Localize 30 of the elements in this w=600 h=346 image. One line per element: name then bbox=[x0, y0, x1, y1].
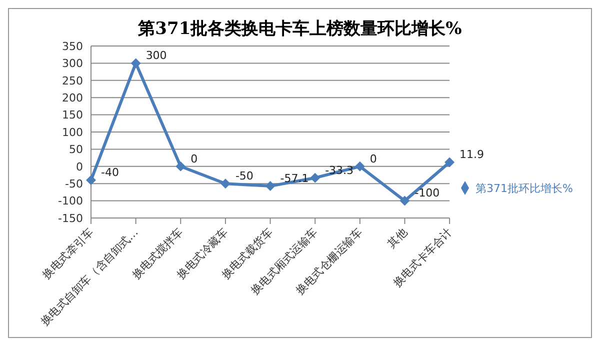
y-tick-label: -150 bbox=[58, 212, 83, 225]
data-label: 11.9 bbox=[460, 148, 484, 162]
data-label: 0 bbox=[190, 152, 198, 166]
point bbox=[310, 172, 320, 183]
data-label: 300 bbox=[146, 49, 167, 62]
point bbox=[400, 196, 410, 206]
point bbox=[130, 58, 141, 68]
y-tick-label: 50 bbox=[69, 143, 83, 156]
point bbox=[86, 175, 96, 186]
y-tick-label: 0 bbox=[76, 160, 83, 174]
y-tick-label: -50 bbox=[65, 178, 83, 191]
data-label: 0 bbox=[370, 152, 377, 166]
y-tick-label: 200 bbox=[62, 92, 83, 105]
point bbox=[176, 161, 186, 172]
chart-title: 第371批各类换电卡车上榜数量环比增长% bbox=[137, 18, 463, 40]
x-tick-label: 其他 bbox=[384, 226, 410, 251]
y-tick-label: 250 bbox=[62, 74, 83, 88]
point bbox=[444, 157, 455, 168]
legend-label: 第371批环比增长% bbox=[476, 182, 573, 194]
y-tick-label: -100 bbox=[58, 194, 83, 208]
y-tick-label: 350 bbox=[62, 40, 83, 53]
y-tick-label: 150 bbox=[62, 108, 83, 122]
point bbox=[354, 161, 365, 172]
data-label: -50 bbox=[235, 170, 254, 183]
point bbox=[265, 181, 276, 192]
y-tick-label: 300 bbox=[62, 57, 83, 70]
data-label: -100 bbox=[414, 186, 440, 200]
data-label: -40 bbox=[101, 166, 119, 180]
point bbox=[220, 178, 230, 189]
y-tick-label: 100 bbox=[62, 126, 83, 139]
